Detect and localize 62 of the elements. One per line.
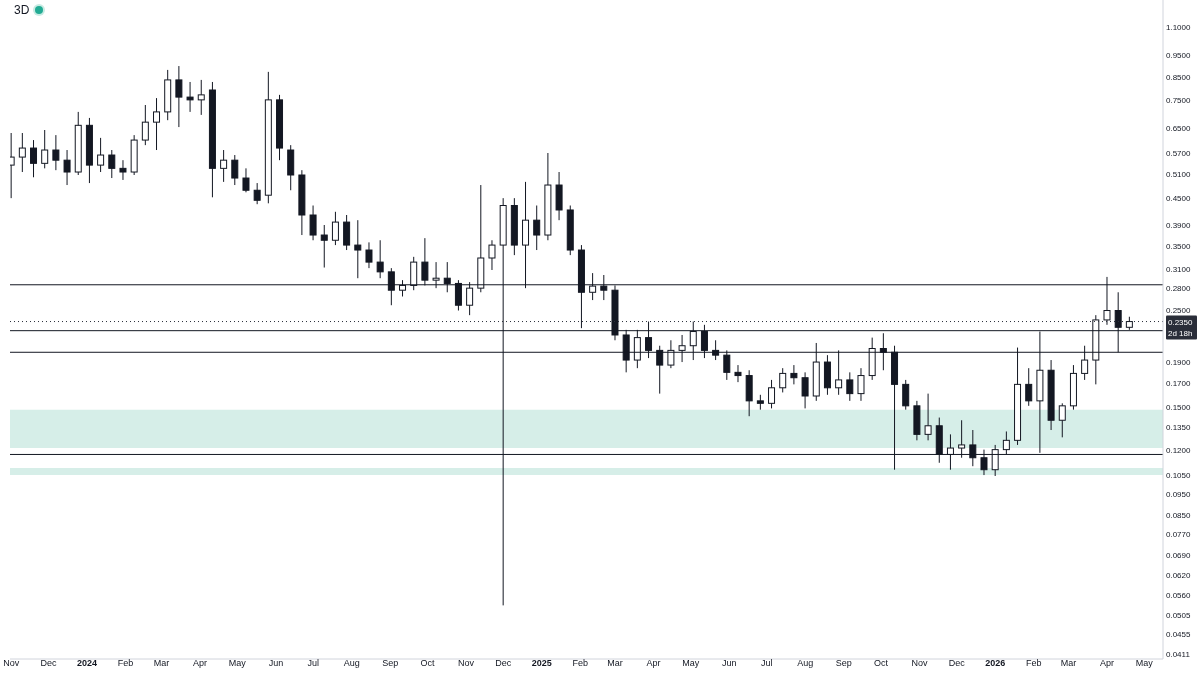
x-tick-label: Dec bbox=[495, 658, 512, 668]
x-tick-label: 2024 bbox=[77, 658, 98, 668]
x-tick-label: Dec bbox=[40, 658, 58, 668]
x-tick-label: Jun bbox=[268, 658, 284, 668]
x-tick-label: Dec bbox=[948, 658, 966, 668]
x-tick-label: May bbox=[682, 658, 700, 668]
x-tick-label: Feb bbox=[117, 658, 134, 668]
y-tick-label: 0.5700 bbox=[1166, 148, 1192, 158]
y-tick-label: 1.1000 bbox=[1166, 23, 1192, 33]
y-tick-label: 0.3900 bbox=[1166, 221, 1192, 230]
x-tick-label: Jun bbox=[722, 658, 737, 668]
y-tick-label: 0.1200 bbox=[1166, 445, 1192, 455]
y-tick-label: 0.0505 bbox=[1166, 610, 1192, 620]
y-tick-label: 0.1700 bbox=[1166, 379, 1192, 389]
x-tick-label: Aug bbox=[343, 658, 360, 668]
x-tick-label: Oct bbox=[873, 658, 889, 668]
x-tick-label: Aug bbox=[797, 658, 814, 668]
ref-line-label: 0.2350 bbox=[1168, 317, 1194, 327]
y-tick-label: 0.2800 bbox=[1166, 284, 1192, 294]
y-tick-label: 0.7500 bbox=[1166, 96, 1192, 106]
text: 2d 18h bbox=[1168, 328, 1193, 338]
x-tick-label: Mar bbox=[1060, 658, 1077, 668]
y-tick-label: 0.1350 bbox=[1166, 423, 1192, 433]
x-tick-label: Apr bbox=[646, 658, 661, 668]
y-tick-label: 0.1050 bbox=[1166, 471, 1192, 481]
y-tick-label: 0.1500 bbox=[1166, 403, 1192, 413]
y-tick-label: 0.0850 bbox=[1166, 511, 1192, 521]
x-tick-label: Oct bbox=[420, 658, 435, 668]
x-tick-label: 2025 bbox=[531, 658, 552, 668]
chart-title: 3D bbox=[14, 3, 30, 17]
x-tick-label: May bbox=[1135, 658, 1154, 668]
x-tick-label: Feb bbox=[1026, 658, 1042, 668]
x-tick-label: Sep bbox=[835, 658, 852, 668]
y-tick-label: 0.0690 bbox=[1166, 551, 1192, 561]
y-tick-label: 0.3100 bbox=[1166, 264, 1192, 274]
y-tick-label: 0.0455 bbox=[1166, 630, 1192, 640]
x-tick-label: Nov bbox=[911, 658, 928, 668]
y-tick-label: 0.9500 bbox=[1166, 51, 1192, 61]
y-tick-label: 0.4500 bbox=[1166, 193, 1192, 203]
x-tick-label: Feb bbox=[572, 658, 589, 668]
x-tick-label: Nov bbox=[457, 658, 475, 668]
y-tick-label: 0.8500 bbox=[1166, 72, 1192, 82]
y-tick-label: 0.0620 bbox=[1166, 571, 1192, 581]
x-tick-label: Jul bbox=[307, 658, 319, 668]
x-tick-label: May bbox=[228, 658, 247, 668]
y-tick-label: 0.6500 bbox=[1166, 123, 1192, 133]
x-tick-label: Mar bbox=[153, 658, 170, 668]
x-tick-label: 2026 bbox=[985, 658, 1006, 668]
x-tick-label: Mar bbox=[607, 658, 623, 668]
x-tick-label: Apr bbox=[1100, 658, 1115, 668]
x-tick-label: Nov bbox=[3, 658, 20, 668]
x-tick-label: Apr bbox=[193, 658, 208, 668]
x-tick-label: Jul bbox=[760, 658, 773, 668]
y-tick-label: 0.0770 bbox=[1166, 530, 1192, 540]
y-tick-label: 0.2500 bbox=[1166, 305, 1192, 315]
y-tick-label: 0.0950 bbox=[1166, 490, 1192, 500]
x-tick-label: Sep bbox=[382, 658, 399, 668]
y-tick-label: 0.5100 bbox=[1166, 169, 1192, 179]
y-tick-label: 0.0560 bbox=[1166, 590, 1192, 600]
y-tick-label: 0.1900 bbox=[1166, 358, 1192, 368]
y-tick-label: 0.3500 bbox=[1166, 241, 1192, 251]
y-tick-label: 0.0411 bbox=[1166, 649, 1191, 659]
